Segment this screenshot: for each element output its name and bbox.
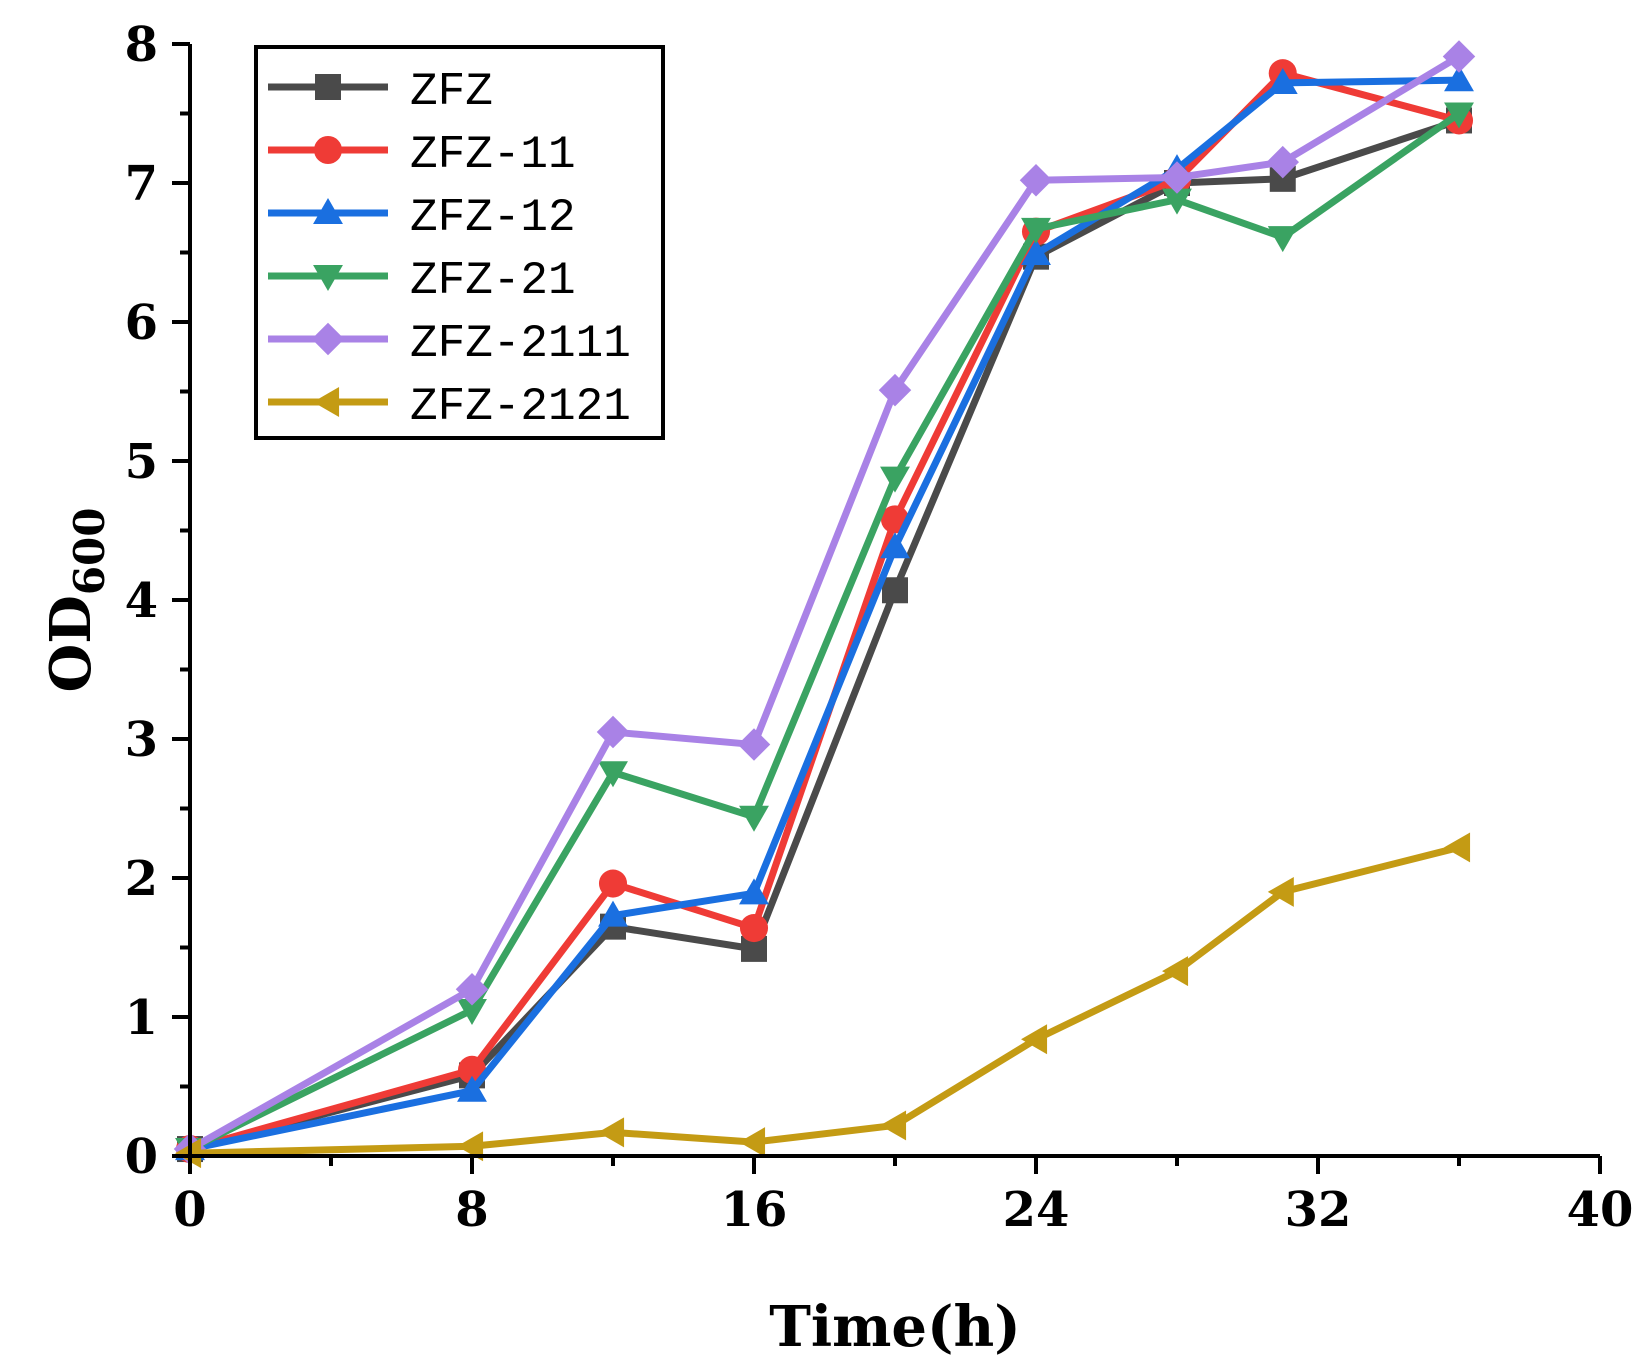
data-point <box>880 1110 907 1141</box>
y-tick-label: 7 <box>125 156 158 212</box>
data-point <box>1444 102 1474 129</box>
data-point <box>598 1117 625 1148</box>
legend-entry: ZFZ-2111 <box>268 318 631 370</box>
data-point <box>1267 67 1298 94</box>
y-axis-title-main: OD <box>38 595 104 692</box>
data-point <box>1160 161 1194 194</box>
series-zfz-21 <box>175 102 1474 1164</box>
legend-entry: ZFZ-21 <box>268 255 576 307</box>
data-point <box>1021 238 1051 265</box>
legend-marker <box>313 198 343 225</box>
y-axis-title: OD600 <box>38 507 114 692</box>
legend-marker <box>315 74 341 100</box>
data-point <box>455 972 489 1006</box>
data-point <box>739 878 769 905</box>
data-point <box>1267 226 1298 253</box>
legend-label: ZFZ-12 <box>410 192 576 244</box>
data-point <box>1444 832 1471 863</box>
data-point <box>457 999 487 1025</box>
x-tick-label: 40 <box>1567 1182 1634 1238</box>
ticks <box>172 42 1602 1174</box>
data-point <box>739 1127 766 1158</box>
plot-area <box>173 40 1476 1169</box>
y-tick-label: 5 <box>125 434 158 490</box>
series-zfz-2121 <box>175 832 1471 1169</box>
legend-marker <box>311 322 345 356</box>
data-point <box>1019 163 1053 197</box>
data-point <box>739 914 769 943</box>
legend-entry: ZFZ-12 <box>268 192 576 244</box>
data-point <box>1162 956 1189 987</box>
data-point <box>598 869 628 898</box>
legend-entry: ZFZ-11 <box>268 129 576 181</box>
data-point <box>882 577 908 604</box>
data-point <box>1444 65 1474 92</box>
x-tick-label: 16 <box>721 1182 788 1238</box>
data-point <box>1267 876 1294 907</box>
legend-label: ZFZ <box>410 66 493 118</box>
x-tick-label: 32 <box>1285 1182 1352 1238</box>
legend-label: ZFZ-2111 <box>410 318 631 370</box>
x-tick-label: 0 <box>173 1182 206 1238</box>
x-tick-label: 24 <box>1003 1182 1070 1238</box>
data-point <box>1021 217 1051 244</box>
y-tick-label: 8 <box>125 17 158 73</box>
legend-label: ZFZ-11 <box>410 129 576 181</box>
y-tick-label: 6 <box>125 295 158 351</box>
y-tick-label: 0 <box>125 1129 158 1185</box>
y-tick-label: 3 <box>125 712 158 768</box>
legend-entry: ZFZ-2121 <box>268 381 631 433</box>
legend-box <box>254 45 665 440</box>
data-point <box>880 532 910 559</box>
tick-labels: 0 8 16 24 32 40 0 1 2 3 4 5 6 7 8 <box>125 17 1634 1238</box>
data-point <box>1021 1024 1048 1055</box>
legend-marker <box>313 264 343 291</box>
legend-label: ZFZ-21 <box>410 255 576 307</box>
data-point <box>880 466 910 493</box>
legend-entry: ZFZ <box>268 66 493 118</box>
data-point <box>1266 145 1299 179</box>
data-point <box>878 373 912 407</box>
data-point <box>457 1131 484 1162</box>
y-axis-title-subscript: 600 <box>65 507 114 595</box>
data-point <box>596 715 630 749</box>
x-tick-label: 8 <box>455 1182 488 1238</box>
data-point <box>598 900 628 927</box>
legend-label: ZFZ-2121 <box>410 381 631 433</box>
x-axis-title: Time(h) <box>769 1294 1021 1360</box>
y-tick-label: 2 <box>125 851 158 907</box>
data-point <box>457 1075 487 1102</box>
series-zfz-2111 <box>173 40 1476 1166</box>
data-point <box>737 728 771 761</box>
legend-marker <box>313 135 343 165</box>
y-tick-label: 1 <box>125 990 158 1046</box>
y-tick-label: 4 <box>125 573 158 629</box>
data-point <box>1442 40 1476 73</box>
data-point <box>1162 188 1192 215</box>
legend-marker <box>313 387 340 417</box>
data-point <box>739 805 769 832</box>
legend: ZFZ ZFZ-11 ZFZ-12 ZFZ-21 ZFZ-2111 ZFZ-2121 <box>254 45 665 440</box>
data-point <box>598 761 628 788</box>
